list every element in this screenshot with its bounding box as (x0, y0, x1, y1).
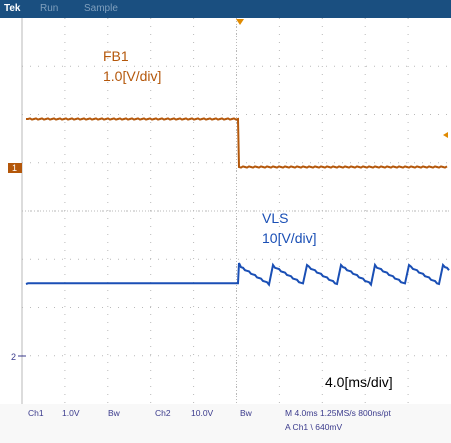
ch2-bandwidth-limit: Bw (240, 408, 252, 418)
horizontal-settings: M 4.0ms 1.25MS/s 800ns/pt (285, 408, 391, 418)
ch1-label: Ch1 (28, 408, 44, 418)
waveform-display: 1 2 (8, 18, 451, 404)
ch2-waveform (25, 262, 450, 287)
ch2-ground-marker: 2 (11, 352, 26, 362)
ch2-ground-number: 2 (11, 352, 16, 362)
ch2-label: Ch2 (155, 408, 171, 418)
ch1-ground-marker: 1 (8, 163, 22, 173)
fb1-vertical-scale: 1.0[V/div] (103, 68, 162, 84)
status-bar: Ch1 1.0V Bw Ch2 10.0V Bw M 4.0ms 1.25MS/… (0, 404, 451, 443)
vls-channel-name: VLS (262, 210, 289, 226)
ch1-volts-per-div: 1.0V (62, 408, 80, 418)
trigger-level-marker (443, 132, 448, 138)
scope-title-bar: Tek Run Sample (0, 0, 451, 18)
timebase-label: 4.0[ms/div] (325, 374, 393, 390)
trigger-position-marker (236, 19, 244, 25)
ch2-volts-per-div: 10.0V (191, 408, 214, 418)
trigger-settings: A Ch1 \ 640mV (285, 422, 343, 432)
acquisition-mode: Sample (84, 3, 118, 14)
fb1-channel-name: FB1 (103, 48, 129, 64)
run-status: Run (40, 3, 59, 14)
graticule-grid (21, 18, 451, 404)
ch1-waveform (26, 117, 448, 169)
brand-label: Tek (4, 3, 21, 14)
ch1-ground-number: 1 (12, 163, 17, 173)
ch1-bandwidth-limit: Bw (108, 408, 120, 418)
vls-vertical-scale: 10[V/div] (262, 230, 317, 246)
